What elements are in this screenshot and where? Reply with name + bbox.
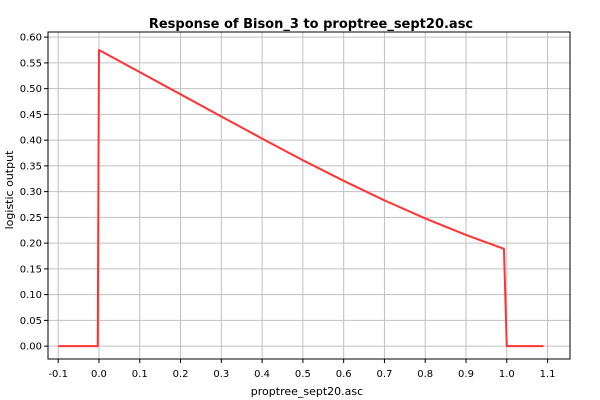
plot-area-frame xyxy=(47,31,571,360)
y-tick-label: 0.25 xyxy=(20,213,42,224)
x-tick-label: 0.0 xyxy=(91,369,107,380)
y-tick-label: 0.00 xyxy=(20,342,42,353)
y-tick-label: 0.05 xyxy=(20,316,42,327)
y-tick-label: 0.30 xyxy=(20,187,42,198)
series-layer xyxy=(58,49,544,348)
grid xyxy=(48,32,570,359)
y-tick-label: 0.20 xyxy=(20,239,42,250)
y-tick-label: 0.50 xyxy=(20,84,42,95)
y-tick-label: 0.55 xyxy=(20,58,42,69)
x-tick-label: 0.9 xyxy=(458,369,474,380)
x-axis-label: proptree_sept20.asc xyxy=(251,385,363,398)
y-tick-label: 0.10 xyxy=(20,290,42,301)
x-tick-label: 0.6 xyxy=(336,369,352,380)
x-tick-label: -0.1 xyxy=(48,369,68,380)
x-tick-label: 0.4 xyxy=(254,369,270,380)
response-curve-line xyxy=(58,49,544,348)
x-tick-label: 0.1 xyxy=(132,369,148,380)
chart-title: Response of Bison_3 to proptree_sept20.a… xyxy=(149,17,473,32)
axis-ticks: -0.1 0.0 0.1 0.2 0.3 0.4 0.5 0.6 0.7 0.8 0.9 1.0 1.1… xyxy=(20,33,556,380)
y-tick-label: 0.35 xyxy=(20,161,42,172)
x-tick-label: 0.2 xyxy=(173,369,189,380)
x-tick-label: 1.0 xyxy=(499,369,515,380)
y-tick-label: 0.40 xyxy=(20,136,42,147)
y-tick-label: 0.15 xyxy=(20,264,42,275)
y-axis-label: logistic output xyxy=(3,150,16,229)
y-tick-label: 0.45 xyxy=(20,110,42,121)
x-tick-label: 0.7 xyxy=(376,369,392,380)
x-tick-label: 0.8 xyxy=(417,369,433,380)
y-tick-label: 0.60 xyxy=(20,33,42,44)
x-tick-label: 1.1 xyxy=(540,369,556,380)
x-tick-label: 0.5 xyxy=(295,369,311,380)
x-tick-label: 0.3 xyxy=(213,369,229,380)
